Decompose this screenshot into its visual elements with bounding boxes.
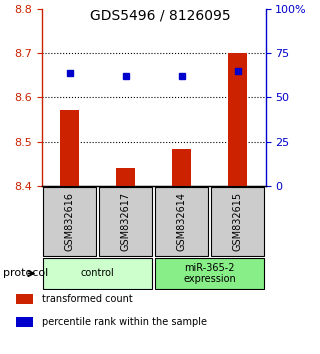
Bar [211, 187, 264, 256]
Bar [43, 258, 152, 289]
Bar [172, 149, 191, 186]
Text: protocol: protocol [3, 268, 48, 279]
Text: GSM832615: GSM832615 [233, 192, 243, 251]
Bar [155, 187, 209, 256]
Text: GSM832614: GSM832614 [177, 192, 187, 251]
Text: transformed count: transformed count [42, 295, 133, 304]
Bar [16, 294, 33, 304]
Bar [228, 53, 247, 186]
Text: control: control [81, 268, 115, 279]
Text: miR-365-2
expression: miR-365-2 expression [183, 263, 236, 284]
Bar [16, 317, 33, 327]
Bar [116, 168, 135, 186]
Text: GSM832616: GSM832616 [65, 192, 75, 251]
Text: GSM832617: GSM832617 [121, 192, 131, 251]
Text: GDS5496 / 8126095: GDS5496 / 8126095 [90, 9, 230, 23]
Bar [43, 187, 97, 256]
Text: percentile rank within the sample: percentile rank within the sample [42, 318, 207, 327]
Bar [99, 187, 152, 256]
Bar [155, 258, 264, 289]
Bar [60, 110, 79, 186]
